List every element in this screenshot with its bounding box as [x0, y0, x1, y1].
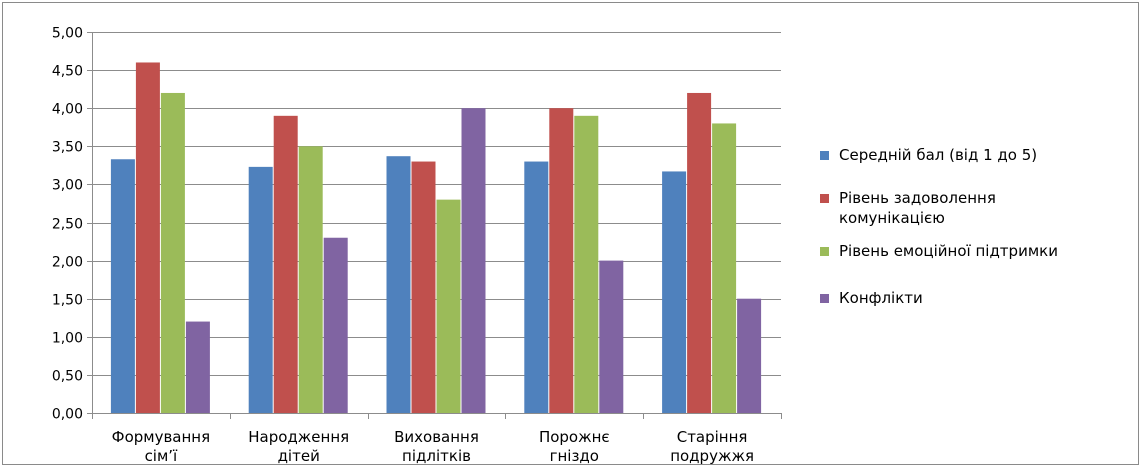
bar [411, 161, 436, 413]
bar [549, 108, 574, 413]
bar [599, 260, 624, 413]
x-category-label: Народження [248, 428, 349, 446]
legend-label: Середній бал (від 1 до 5) [839, 146, 1037, 164]
y-tick-label: 3,00 [52, 178, 83, 194]
legend-label: Рівень задоволення [839, 189, 996, 207]
bar [461, 108, 486, 413]
legend-label: комунікацією [839, 209, 945, 227]
y-tick-label: 1,00 [52, 331, 83, 347]
bar [662, 171, 687, 413]
x-category-label: сім’ї [145, 447, 178, 465]
y-tick-label: 2,00 [52, 255, 83, 271]
bar [110, 159, 135, 413]
y-tick-label: 1,50 [52, 293, 83, 309]
y-tick-label: 3,50 [52, 140, 83, 156]
bar [574, 115, 599, 413]
x-category-label: Виховання [394, 428, 479, 446]
bar [737, 298, 762, 413]
x-category-label: Порожнє [539, 428, 610, 446]
x-category-label: Формування [112, 428, 210, 446]
x-category-label: подружжя [670, 447, 754, 465]
y-tick-label: 4,50 [52, 64, 83, 80]
y-tick-label: 0,00 [52, 407, 83, 423]
legend-swatch [820, 151, 829, 160]
bar [185, 321, 210, 413]
bar [273, 115, 298, 413]
y-tick-label: 4,00 [52, 102, 83, 118]
legend-swatch [820, 294, 829, 303]
bar [687, 92, 712, 414]
x-category-label: Старіння [677, 428, 748, 446]
bar [712, 123, 737, 413]
legend-label: Рівень емоційної підтримки [839, 242, 1058, 260]
legend-swatch [820, 194, 829, 203]
bar [160, 92, 185, 414]
x-category-label: дітей [278, 447, 320, 465]
bar [248, 166, 273, 413]
bar [436, 199, 461, 413]
bar [298, 146, 323, 414]
legend-swatch [820, 247, 829, 256]
bar [323, 237, 348, 413]
legend-label: Конфлікти [839, 289, 923, 307]
y-tick-label: 5,00 [52, 26, 83, 42]
bar [135, 62, 160, 413]
x-category-label: підлітків [402, 447, 471, 465]
x-category-label: гніздо [550, 447, 599, 465]
y-tick-label: 2,50 [52, 217, 83, 233]
bar [386, 156, 411, 413]
y-tick-label: 0,50 [52, 369, 83, 385]
bar [524, 161, 549, 413]
